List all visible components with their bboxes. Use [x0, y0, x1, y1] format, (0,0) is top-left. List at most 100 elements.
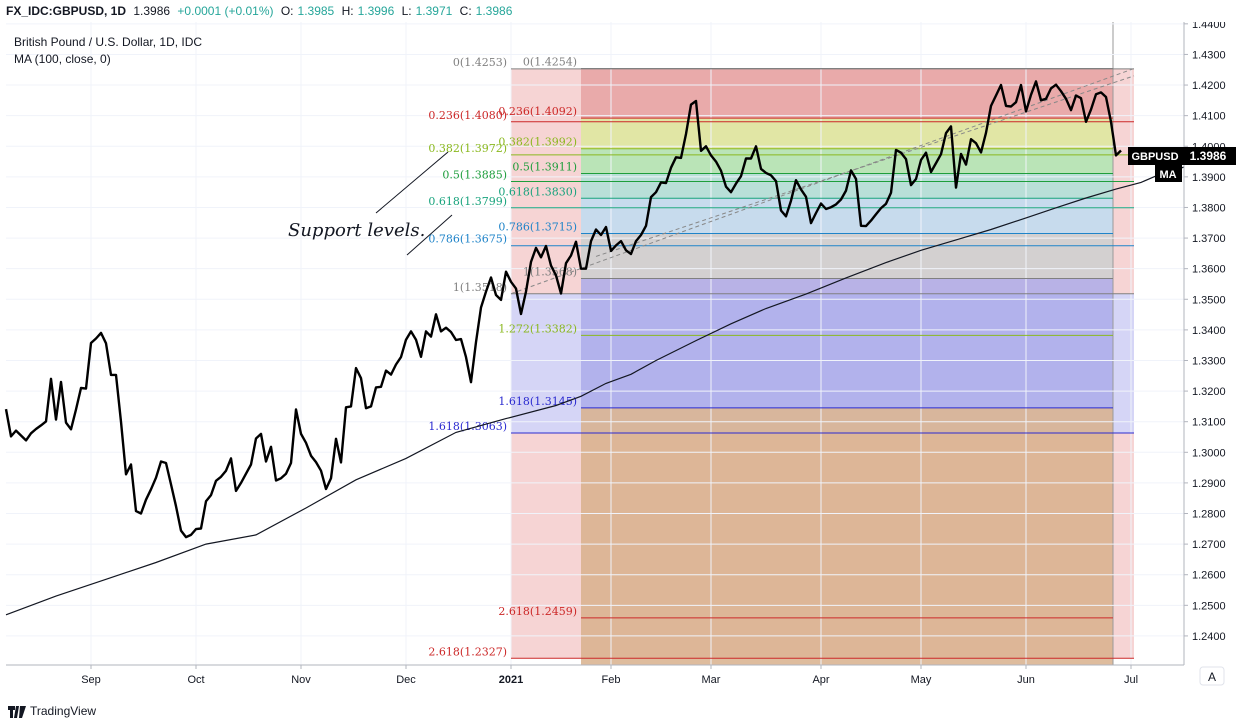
- trendline-lower[interactable]: [595, 75, 1135, 257]
- fib-right-level-label: 0.786(1.3715): [498, 220, 577, 233]
- fib-left-level-label: 0.618(1.3799): [428, 195, 507, 208]
- annotation-group: Support levels.: [288, 151, 453, 256]
- time-axis-label: Mar: [702, 674, 721, 686]
- price-axis-label: 1.3700: [1192, 233, 1226, 245]
- fib-right-level-label: 0.5(1.3911): [512, 160, 577, 173]
- axis-mode-button[interactable]: A: [1199, 666, 1225, 686]
- price-axis-label: 1.4400: [1192, 22, 1226, 31]
- price-axis-label: 1.3900: [1192, 172, 1226, 184]
- trendline-upper[interactable]: [510, 68, 1135, 295]
- price-chart[interactable]: 0(1.4253) 0.236(1.4080) 0.382(1.3972) 0.5(1…: [0, 22, 1241, 702]
- fib-band-deep: [581, 407, 1113, 665]
- time-axis-label: Feb: [602, 674, 621, 686]
- low-label: L:: [401, 4, 412, 18]
- fib-left-level-label: 0.236(1.4080): [428, 109, 507, 122]
- time-axis-label: Jun: [1017, 674, 1035, 686]
- price-axis-label: 1.3600: [1192, 264, 1226, 276]
- time-axis-label: Nov: [291, 674, 311, 686]
- fib-right-level-label: 0.618(1.3830): [498, 185, 577, 198]
- time-axis-label: 2021: [499, 674, 523, 686]
- open-label: O:: [280, 4, 294, 18]
- time-axis-label: Apr: [812, 674, 829, 686]
- price-axis-label: 1.4300: [1192, 49, 1226, 61]
- open-value: 1.3985: [297, 4, 335, 18]
- footer-brand[interactable]: TradingView: [30, 704, 97, 718]
- fib-band: [581, 233, 1113, 279]
- fib-levels: 0(1.4253) 0.236(1.4080) 0.382(1.3972) 0.5(1…: [428, 56, 1135, 659]
- fib-band: [581, 148, 1113, 174]
- ma-line[interactable]: [5, 165, 1187, 616]
- axis-mode-button-bg[interactable]: [1199, 666, 1225, 686]
- price-axis-label: 1.3200: [1192, 386, 1226, 398]
- price-axis-label: 1.2400: [1192, 631, 1226, 643]
- price-axis-label: 1.2600: [1192, 570, 1226, 582]
- fib-right-level-label: 1.618(1.3145): [498, 395, 577, 408]
- time-axis-label: Oct: [187, 674, 204, 686]
- time-axis-label: May: [911, 674, 932, 686]
- price-axis-label: 1.3800: [1192, 202, 1226, 214]
- axis-mode-label[interactable]: A: [1208, 670, 1216, 684]
- price-tag-value-bg: [1182, 147, 1236, 165]
- close-value: 1.3986: [475, 4, 513, 18]
- fib-left-level-label: 1(1.3518): [453, 281, 507, 294]
- fib-bands: [511, 22, 1134, 665]
- fib-band-extension: [581, 278, 1113, 408]
- price-tag: GBPUSD 1.3986 MA: [1128, 147, 1236, 182]
- price-axis-label: 1.3100: [1192, 417, 1226, 429]
- price-tag-symbol: GBPUSD: [1131, 151, 1178, 163]
- fib-right-level-label: 1.272(1.3382): [498, 322, 577, 335]
- price-axis-label: 1.2800: [1192, 509, 1226, 521]
- symbol-label[interactable]: FX_IDC:GBPUSD, 1D: [6, 4, 127, 18]
- ma-tag-bg: [1155, 165, 1182, 182]
- time-axis-label: Sep: [81, 674, 101, 686]
- price-axis-label: 1.2900: [1192, 478, 1226, 490]
- legend-title: British Pound / U.S. Dollar, 1D, IDC: [14, 35, 202, 49]
- price-axis-bg: [1184, 22, 1241, 665]
- symbol-header: FX_IDC:GBPUSD, 1D 1.3986 +0.0001 (+0.01%…: [0, 0, 1241, 22]
- price-line-group: [4, 80, 1122, 539]
- price-axis-label: 1.3300: [1192, 355, 1226, 367]
- annotation-line-lower[interactable]: [406, 214, 453, 256]
- high-label: H:: [341, 4, 354, 18]
- price-axis-label: 1.3400: [1192, 325, 1226, 337]
- fib-right-level-label: 0.236(1.4092): [498, 105, 577, 118]
- price-axis-label: 1.3000: [1192, 447, 1226, 459]
- price-axis-label: 1.4100: [1192, 111, 1226, 123]
- legend-indicator[interactable]: MA (100, close, 0): [14, 52, 111, 66]
- price-line[interactable]: [4, 80, 1122, 539]
- close-label: C:: [459, 4, 472, 18]
- fib-right-level-label: 2.618(1.2459): [498, 605, 577, 618]
- ma-tag-label: MA: [1159, 169, 1176, 181]
- fib-left-level-label: 2.618(1.2327): [428, 645, 507, 658]
- fib-left-level-label: 0.382(1.3972): [428, 142, 507, 155]
- fib-band: [581, 118, 1113, 149]
- fib-band: [581, 198, 1113, 234]
- fib-right-level-label: 0(1.4254): [523, 56, 577, 69]
- time-axis-label: Jul: [1124, 674, 1138, 686]
- annotation-text[interactable]: Support levels.: [288, 220, 425, 241]
- high-value: 1.3996: [357, 4, 395, 18]
- fib-band: [581, 68, 1113, 119]
- price-axis-label: 1.3500: [1192, 294, 1226, 306]
- annotation-line-upper[interactable]: [375, 151, 449, 214]
- low-value: 1.3971: [415, 4, 453, 18]
- fib-left-level-label: 0(1.4253): [453, 56, 507, 69]
- time-axis-label: Dec: [396, 674, 416, 686]
- ma-line-group: [5, 165, 1187, 616]
- fib-left-level-label: 0.5(1.3885): [442, 168, 507, 181]
- grid: [6, 22, 1184, 665]
- fib-left-level-label: 0.786(1.3675): [428, 233, 507, 246]
- fib-right-level-label: 0.382(1.3992): [498, 136, 577, 149]
- price-axis-label: 1.4200: [1192, 80, 1226, 92]
- price-axis-label: 1.2500: [1192, 600, 1226, 612]
- time-axis: Sep Oct Nov Dec 2021 Feb Mar Apr May Jun Jul: [6, 664, 1184, 686]
- price-change: +0.0001 (+0.01%): [177, 4, 274, 18]
- price-axis: 1.2400 1.2500 1.2600 1.2700 1.2800 1.2900 1.30…: [1183, 22, 1241, 665]
- price-tag-symbol-bg: [1128, 147, 1182, 165]
- price-axis-label: 1.2700: [1192, 539, 1226, 551]
- tradingview-logo-icon[interactable]: [8, 705, 26, 718]
- footer: TradingView: [8, 704, 96, 718]
- chart-legend: British Pound / U.S. Dollar, 1D, IDC MA …: [14, 35, 202, 66]
- last-price: 1.3986: [133, 4, 171, 18]
- price-tag-value: 1.3986: [1190, 149, 1227, 163]
